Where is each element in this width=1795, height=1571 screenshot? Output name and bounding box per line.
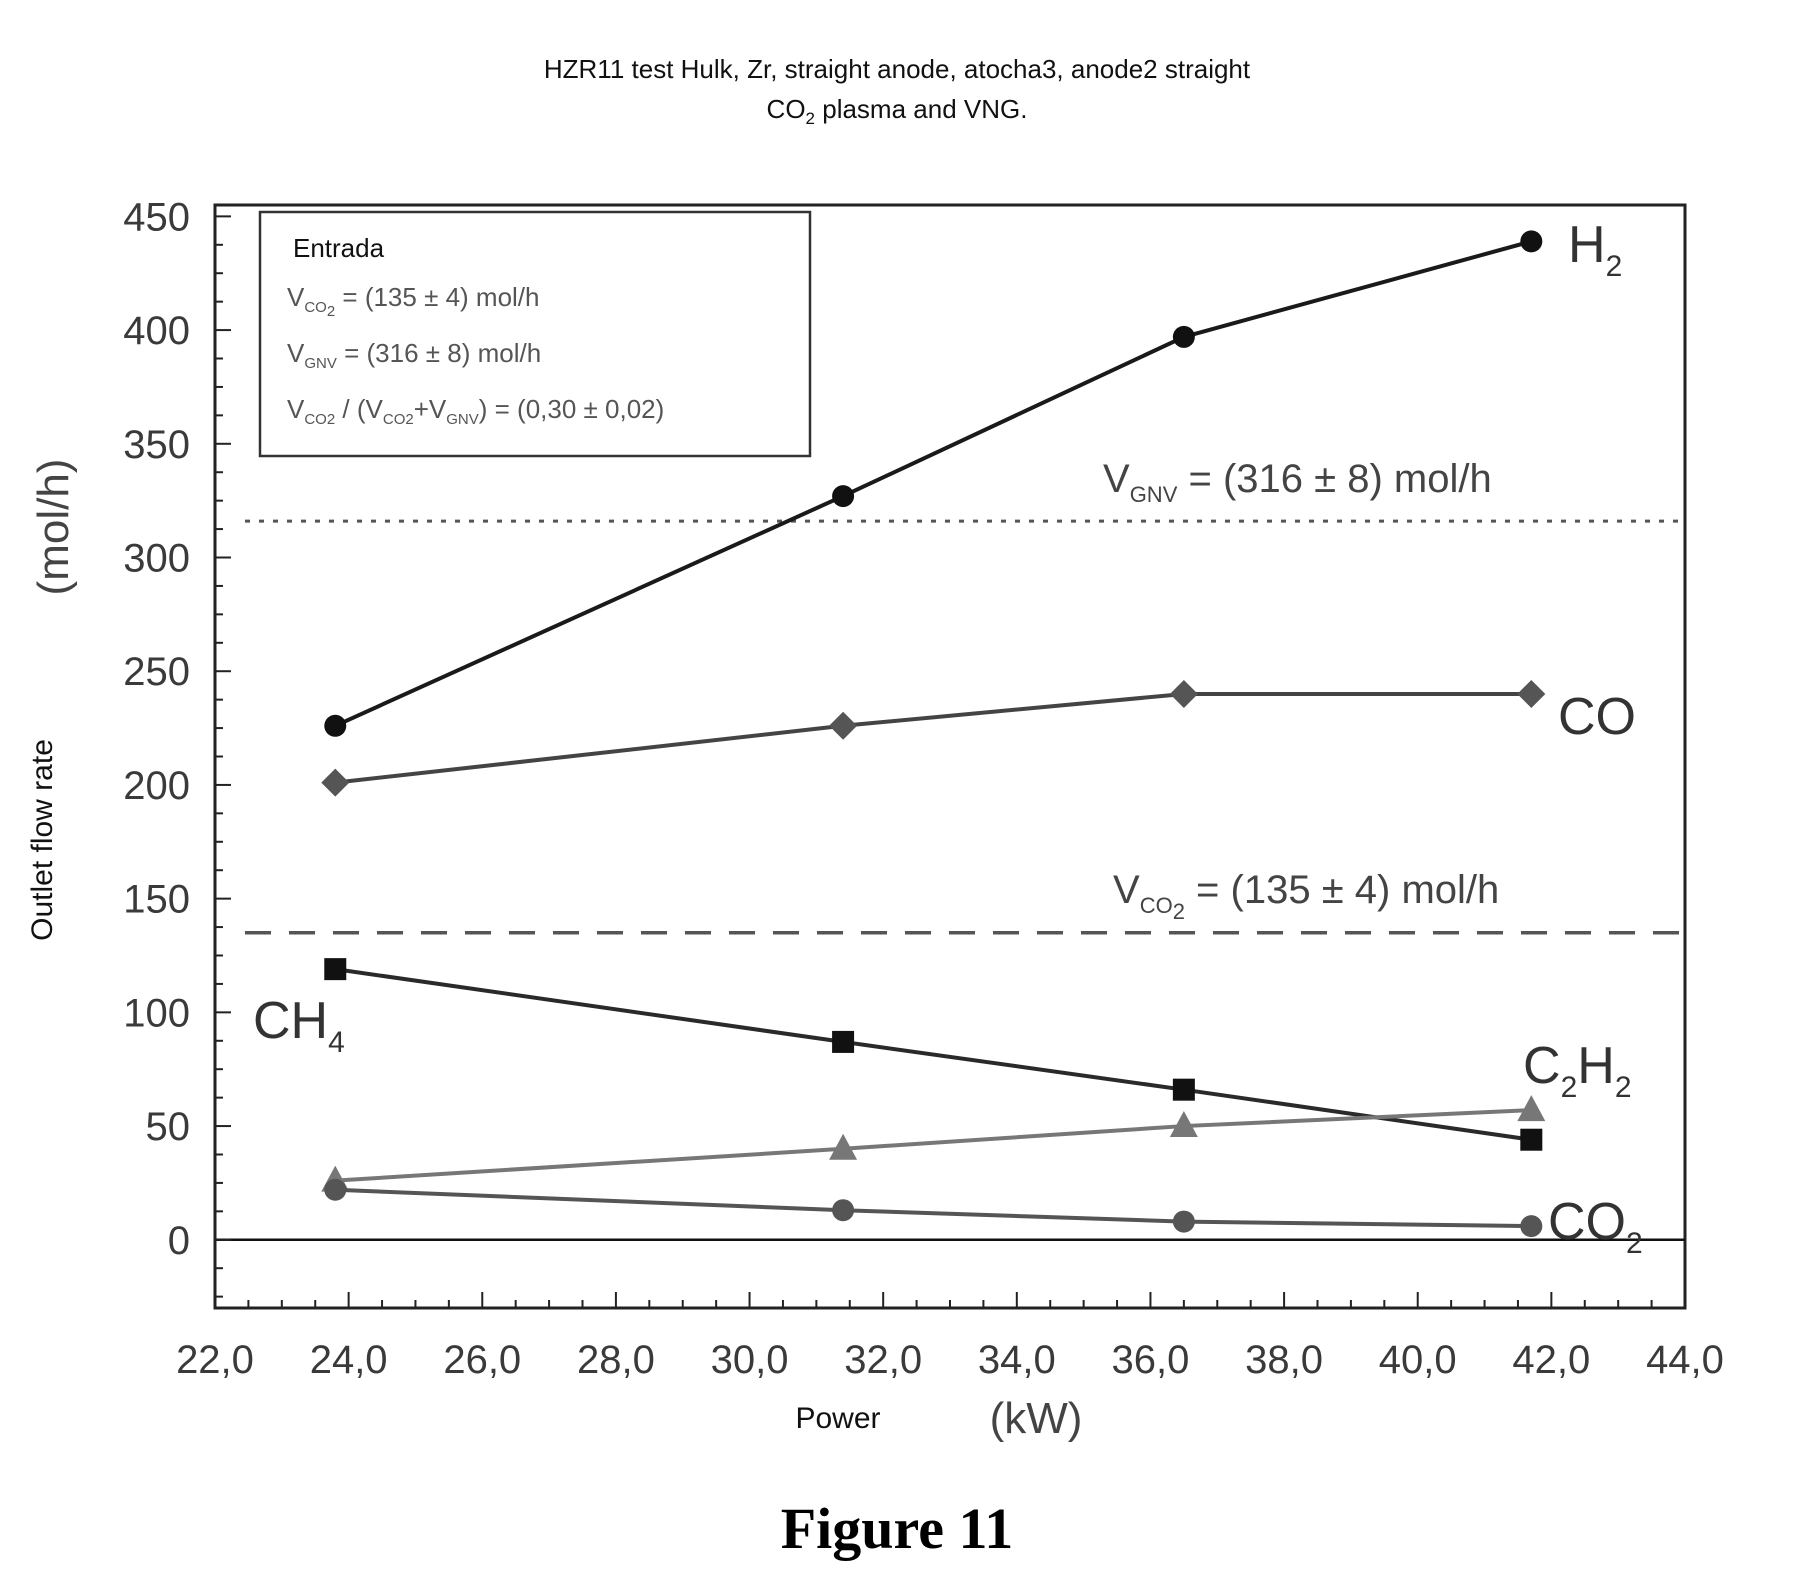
series-point-4 [832, 1199, 854, 1221]
chart-title-line2: CO2 plasma and VNG. [767, 94, 1028, 128]
x-axis-label: Power [795, 1402, 880, 1435]
legend: Entrada VCO2 = (135 ± 4) mol/h VGNV = (3… [260, 212, 810, 456]
y-tick-label: 100 [123, 991, 190, 1035]
y-tick-label: 200 [123, 764, 190, 808]
series-line-2 [335, 969, 1531, 1140]
y-tick-label: 350 [123, 423, 190, 467]
x-axis-unit: (kW) [990, 1394, 1083, 1443]
series-point-1 [829, 712, 857, 740]
y-axis-unit: (mol/h) [29, 459, 78, 596]
series-label-ch4: CH4 [253, 992, 345, 1059]
x-tick-label: 34,0 [978, 1338, 1056, 1382]
series-point-4 [324, 1179, 346, 1201]
y-tick-label: 150 [123, 878, 190, 922]
legend-title: Entrada [293, 233, 385, 263]
y-tick-label: 250 [123, 650, 190, 694]
y-tick-label: 450 [123, 195, 190, 239]
series-point-1 [321, 769, 349, 797]
series-point-4 [1173, 1211, 1195, 1233]
series-point-3 [1517, 1095, 1545, 1121]
x-tick-label: 30,0 [711, 1338, 789, 1382]
series-point-0 [832, 485, 854, 507]
series-point-0 [1520, 230, 1542, 252]
series-line-3 [335, 1110, 1531, 1181]
x-tick-label: 36,0 [1112, 1338, 1190, 1382]
ref-label-vgnv: VGNV = (316 ± 8) mol/h [1103, 457, 1492, 507]
y-tick-label: 50 [146, 1105, 191, 1149]
series-point-1 [1517, 680, 1545, 708]
y-tick-label: 400 [123, 309, 190, 353]
x-tick-label: 28,0 [577, 1338, 655, 1382]
series-label-h2: H2 [1568, 216, 1622, 283]
chart-title-line1: HZR11 test Hulk, Zr, straight anode, ato… [544, 54, 1251, 84]
x-tick-label: 24,0 [310, 1338, 388, 1382]
series-point-1 [1170, 680, 1198, 708]
series-line-4 [335, 1190, 1531, 1226]
figure-caption: Figure 11 [781, 1496, 1014, 1561]
series-label-co: CO [1558, 688, 1636, 746]
x-tick-label: 32,0 [844, 1338, 922, 1382]
series-point-2 [832, 1031, 854, 1053]
x-tick-label: 22,0 [176, 1338, 254, 1382]
ref-label-vco2: VCO2 = (135 ± 4) mol/h [1113, 868, 1499, 924]
y-tick-label: 300 [123, 537, 190, 581]
x-tick-label: 44,0 [1646, 1338, 1724, 1382]
series-point-2 [1520, 1129, 1542, 1151]
series-label-co2: CO2 [1548, 1193, 1643, 1260]
x-tick-label: 42,0 [1512, 1338, 1590, 1382]
y-axis-label: Outlet flow rate [26, 739, 59, 941]
series-point-0 [324, 715, 346, 737]
x-tick-label: 38,0 [1245, 1338, 1323, 1382]
series-line-1 [335, 694, 1531, 783]
series-point-2 [324, 958, 346, 980]
series-point-2 [1173, 1079, 1195, 1101]
x-tick-label: 26,0 [443, 1338, 521, 1382]
y-tick-label: 0 [168, 1219, 190, 1263]
series-point-4 [1520, 1215, 1542, 1237]
x-tick-label: 40,0 [1379, 1338, 1457, 1382]
series-point-0 [1173, 326, 1195, 348]
series-label-c2h2: C2H2 [1523, 1037, 1632, 1104]
